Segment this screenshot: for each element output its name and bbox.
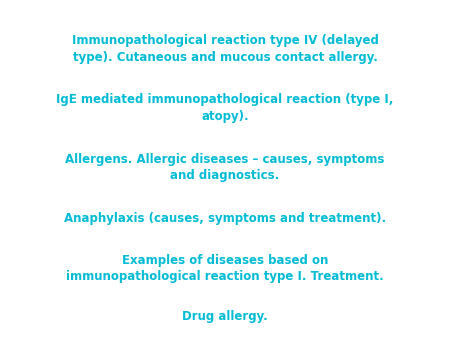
Text: Examples of diseases based on
immunopathological reaction type I. Treatment.: Examples of diseases based on immunopath…	[66, 254, 384, 284]
Text: Drug allergy.: Drug allergy.	[182, 310, 268, 322]
Text: IgE mediated immunopathological reaction (type I,
atopy).: IgE mediated immunopathological reaction…	[56, 93, 394, 123]
Text: Anaphylaxis (causes, symptoms and treatment).: Anaphylaxis (causes, symptoms and treatm…	[64, 212, 386, 224]
Text: Immunopathological reaction type IV (delayed
type). Cutaneous and mucous contact: Immunopathological reaction type IV (del…	[72, 34, 378, 64]
Text: Allergens. Allergic diseases – causes, symptoms
and diagnostics.: Allergens. Allergic diseases – causes, s…	[65, 152, 385, 182]
